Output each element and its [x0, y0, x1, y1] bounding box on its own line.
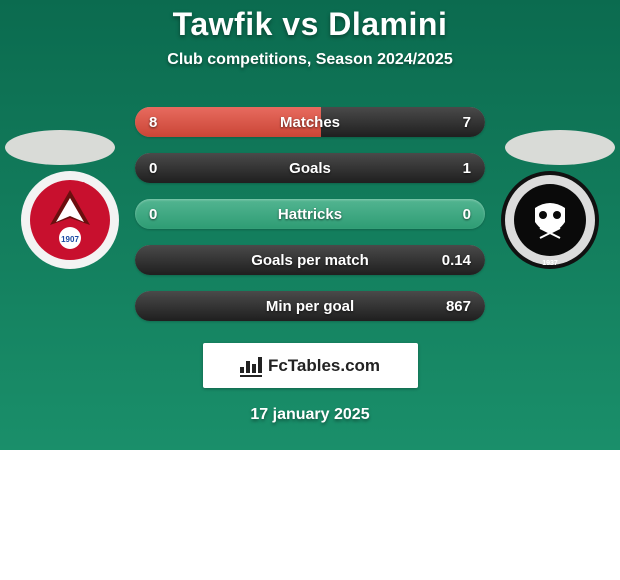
stats-container: 8Matches7 0Goals1 0Hattricks0 Goals per mat… [135, 107, 485, 321]
stat-right-value: 0.14 [431, 252, 471, 269]
left-country-flag [5, 130, 115, 165]
right-club-badge: 1937 [500, 170, 600, 270]
date-text: 17 january 2025 [0, 406, 620, 424]
comparison-card: Tawfik vs Dlamini Club competitions, Sea… [0, 0, 620, 450]
stat-row: Min per goal867 [135, 291, 485, 321]
brand-badge[interactable]: FcTables.com [203, 343, 418, 388]
stat-row: 0Goals1 [135, 153, 485, 183]
page-title: Tawfik vs Dlamini [0, 6, 620, 43]
stat-right-value: 867 [431, 298, 471, 315]
stat-row: 8Matches7 [135, 107, 485, 137]
subtitle: Club competitions, Season 2024/2025 [0, 51, 620, 69]
stat-right-value: 7 [431, 114, 471, 131]
stat-row: 0Hattricks0 [135, 199, 485, 229]
right-country-flag [505, 130, 615, 165]
stat-row: Goals per match0.14 [135, 245, 485, 275]
svg-text:AL AHLY: AL AHLY [55, 182, 85, 189]
left-club-badge: 1907 AL AHLY [20, 170, 120, 270]
brand-text: FcTables.com [268, 356, 380, 376]
chart-icon [240, 355, 262, 377]
svg-text:1907: 1907 [61, 235, 79, 244]
stat-right-value: 1 [431, 160, 471, 177]
svg-text:1937: 1937 [542, 260, 558, 267]
stat-right-value: 0 [431, 206, 471, 223]
